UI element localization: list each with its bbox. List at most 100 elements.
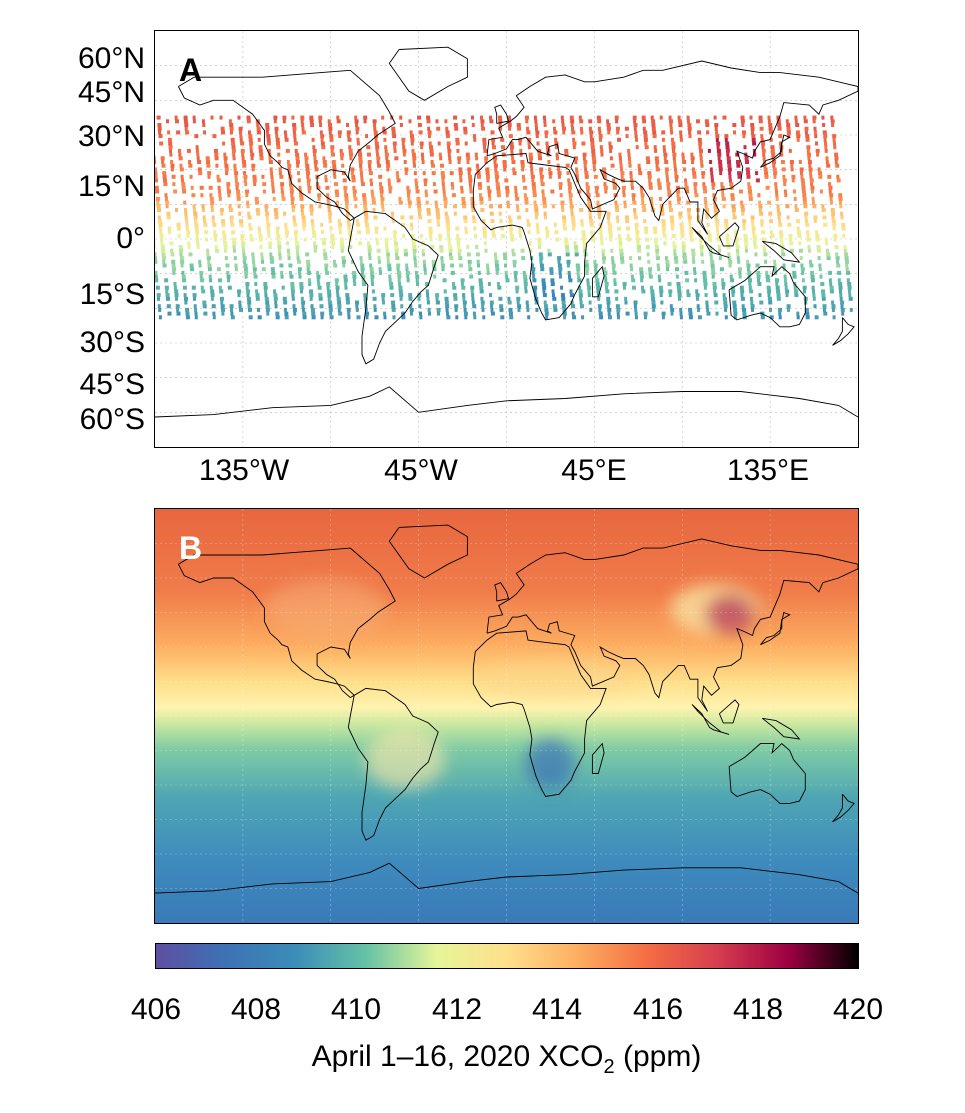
swath-pixel (347, 315, 351, 320)
swath-pixel (668, 293, 672, 298)
swath-pixel (566, 259, 571, 264)
swath-pixel (655, 160, 660, 164)
swath-pixel (470, 285, 475, 290)
swath-pixel (507, 296, 511, 301)
lat-label-15n: 15°N (77, 170, 145, 203)
swath-pixel (176, 307, 180, 312)
swath-pixel (577, 274, 580, 279)
swath-pixel (737, 171, 742, 176)
swath-pixel (414, 178, 418, 183)
swath-pixel (825, 248, 829, 253)
swath-pixel (332, 259, 336, 264)
swath-pixel (695, 289, 699, 294)
swath-pixel (448, 156, 452, 161)
swath-pixel (671, 145, 676, 150)
swath-pixel (337, 304, 342, 309)
swath-pixel (277, 245, 282, 249)
swath-pixel (681, 156, 685, 161)
swath-pixel (822, 215, 827, 220)
swath-pixel (243, 263, 248, 268)
swath-pixel (723, 304, 728, 309)
swath-pixel (435, 119, 439, 124)
swath-pixel (699, 156, 703, 161)
swath-pixel (239, 307, 243, 312)
swath-pixel (265, 123, 270, 127)
swath-pixel (470, 289, 474, 294)
swath-pixel (794, 293, 799, 298)
swath-pixel (653, 145, 657, 150)
swath-pixel (721, 196, 726, 201)
swath-pixel (516, 296, 521, 301)
swath-pixel (790, 163, 794, 168)
swath-pixel (813, 304, 817, 309)
swath-pixel (460, 189, 464, 194)
swath-pixel (463, 126, 468, 131)
swath-pixel (158, 130, 162, 135)
swath-pixel (238, 211, 242, 216)
swath-pixel (266, 311, 270, 316)
swath-pixel (286, 248, 290, 253)
swath-pixel (576, 267, 581, 272)
swath-pixel (671, 141, 676, 146)
swath-pixel (524, 289, 528, 294)
swath-pixel (279, 171, 282, 176)
swath-pixel (368, 252, 372, 257)
swath-pixel (458, 171, 463, 176)
swath-pixel (330, 148, 334, 153)
swath-pixel (486, 263, 489, 268)
swath-pixel (640, 193, 645, 198)
swath-pixel (693, 267, 696, 272)
swath-pixel (818, 174, 823, 179)
swath-pixel (181, 185, 186, 190)
swath-pixel (193, 304, 197, 309)
swath-pixel (757, 278, 760, 283)
coastline-madagascar (591, 742, 605, 774)
swath-pixel (799, 256, 803, 261)
swath-pixel (641, 289, 646, 294)
swath-pixel (511, 160, 516, 164)
swath-pixel (300, 289, 303, 294)
swath-pixel (835, 252, 839, 257)
swath-pixel (469, 189, 473, 194)
swath-pixel (226, 274, 231, 279)
swath-pixel (292, 304, 296, 309)
swath-pixel (753, 152, 757, 157)
swath-pixel (620, 171, 625, 176)
swath-pixel (543, 123, 547, 127)
swath-pixel (702, 182, 706, 187)
swath-pixel (382, 130, 387, 135)
swath-pixel (162, 263, 167, 268)
swath-pixel (364, 215, 369, 220)
swath-pixel (334, 189, 339, 194)
swath-pixel (648, 185, 653, 190)
swath-pixel (688, 307, 693, 312)
swath-pixel (575, 171, 579, 176)
swath-pixel (371, 200, 376, 205)
swath-pixel (254, 196, 259, 201)
swath-pixel (676, 196, 681, 201)
swath-pixel (724, 307, 728, 312)
swath-pixel (571, 311, 575, 316)
swath-pixel (578, 285, 582, 290)
swath-pixel (234, 171, 239, 176)
swath-pixel (794, 115, 798, 120)
swath-pixel (489, 119, 494, 124)
swath-pixel (794, 289, 799, 294)
swath-pixel (479, 200, 484, 205)
swath-pixel (303, 237, 307, 242)
swath-pixel (763, 248, 766, 253)
swath-pixel (643, 134, 648, 139)
swath-pixel (606, 211, 611, 216)
swath-pixel (155, 256, 157, 261)
swath-pixel (561, 123, 565, 127)
swath-pixel (800, 174, 804, 179)
swath-pixel (748, 193, 753, 198)
swath-pixel (299, 282, 304, 286)
swath-pixel (167, 226, 171, 231)
swath-pixel (728, 174, 732, 179)
swath-pixel (812, 204, 817, 209)
swath-pixel (353, 196, 358, 201)
swath-pixel (743, 237, 748, 242)
swath-pixel (418, 304, 422, 309)
swath-pixel (415, 189, 420, 194)
